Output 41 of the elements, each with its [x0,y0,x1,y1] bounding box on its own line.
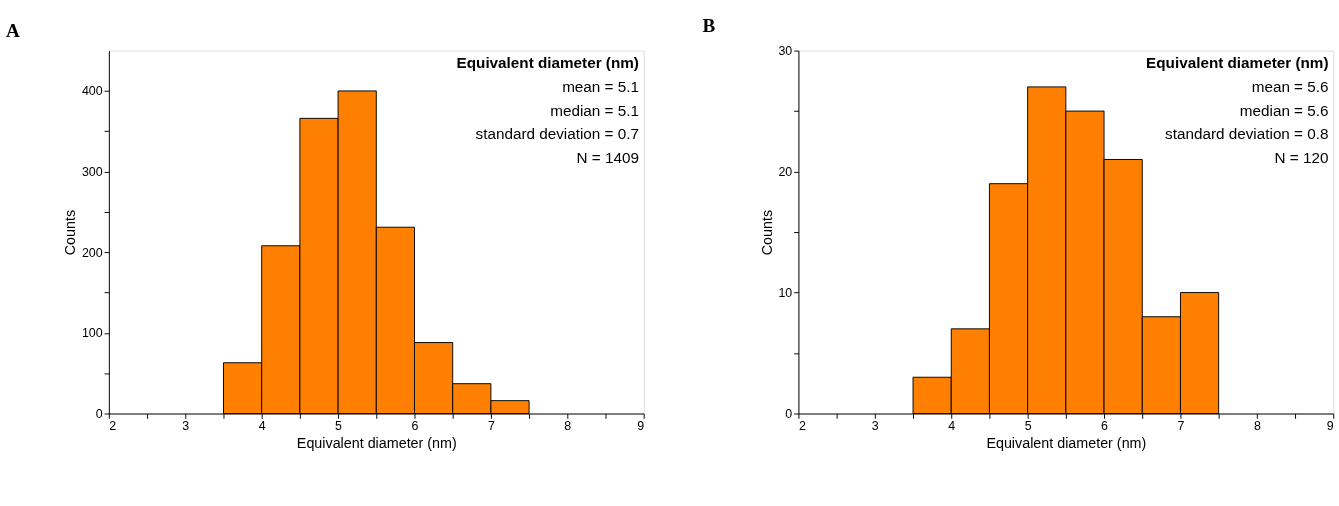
y-tick-label: 0 [95,406,103,421]
x-tick-label: 3 [182,419,190,434]
y-axis-title: Counts [62,209,79,256]
y-tick-label: 200 [81,245,103,260]
x-tick-label: 6 [1101,419,1109,434]
annotation: N = 120 [1274,149,1329,167]
annotation: mean = 5.6 [1251,77,1329,95]
x-tick-label: 7 [487,419,495,434]
x-tick-label: 4 [948,419,956,434]
y-tick-label: 100 [81,326,103,341]
annotation: standard deviation = 0.7 [475,125,639,143]
y-axis-title: Counts [758,209,775,256]
annotation: mean = 5.1 [562,77,639,95]
x-axis-title: Equivalent diameter (nm) [296,435,457,452]
y-tick-label: 20 [778,164,793,179]
x-tick-label: 8 [564,419,572,434]
x-tick-label: 4 [258,419,266,434]
x-tick-label: 3 [871,419,879,434]
x-tick-label: 6 [411,419,419,434]
annotation: N = 1409 [576,149,639,167]
y-tick-label: 30 [778,43,793,58]
y-tick-label: 400 [81,84,103,99]
annotation: standard deviation = 0.8 [1165,125,1329,143]
annotation: Equivalent diameter (nm) [1146,53,1329,71]
annotation: median = 5.1 [550,101,639,119]
y-tick-label: 0 [785,406,793,421]
x-tick-label: 7 [1177,419,1185,434]
chart-title: B [702,14,716,36]
annotation: Equivalent diameter (nm) [456,53,639,71]
x-tick-label: 9 [637,419,645,434]
chart-title: A [6,20,21,42]
x-tick-label: 2 [798,419,806,434]
x-tick-label: 2 [109,419,117,434]
x-tick-label: 9 [1326,419,1334,434]
y-tick-label: 300 [81,164,103,179]
x-tick-label: 8 [1253,419,1261,434]
x-axis-title: Equivalent diameter (nm) [986,435,1147,452]
annotation: median = 5.6 [1239,101,1329,119]
y-tick-label: 10 [778,285,793,300]
x-tick-label: 5 [335,419,343,434]
x-tick-label: 5 [1024,419,1032,434]
